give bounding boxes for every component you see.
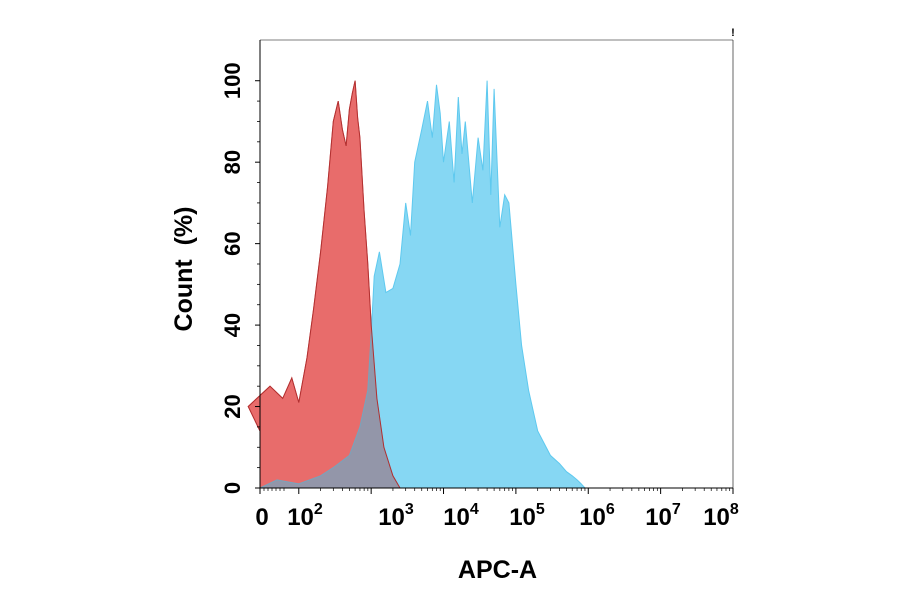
x-tick-label: 108 (703, 501, 739, 531)
y-tick-label: 40 (220, 313, 245, 337)
x-axis-title: APC-A (458, 556, 537, 584)
x-tick-label: 102 (287, 501, 323, 531)
y-tick-label: 20 (220, 394, 245, 418)
x-tick-label: 103 (378, 501, 414, 531)
y-axis-title: Count (%) (170, 207, 198, 332)
corner-mark: ! (731, 27, 735, 39)
histogram-series-1-outline (247, 80, 401, 489)
y-tick-label: 100 (220, 62, 245, 99)
x-tick-label: 106 (579, 501, 615, 531)
y-tick-label: 80 (220, 150, 245, 174)
y-tick-label: 0 (220, 482, 245, 494)
x-tick-label: 0 (255, 504, 268, 531)
x-tick-label: 105 (509, 501, 545, 531)
histogram-series-2 (259, 80, 587, 489)
y-tick-label: 60 (220, 231, 245, 255)
x-tick-label: 104 (443, 501, 479, 531)
x-tick-label: 107 (645, 501, 681, 531)
